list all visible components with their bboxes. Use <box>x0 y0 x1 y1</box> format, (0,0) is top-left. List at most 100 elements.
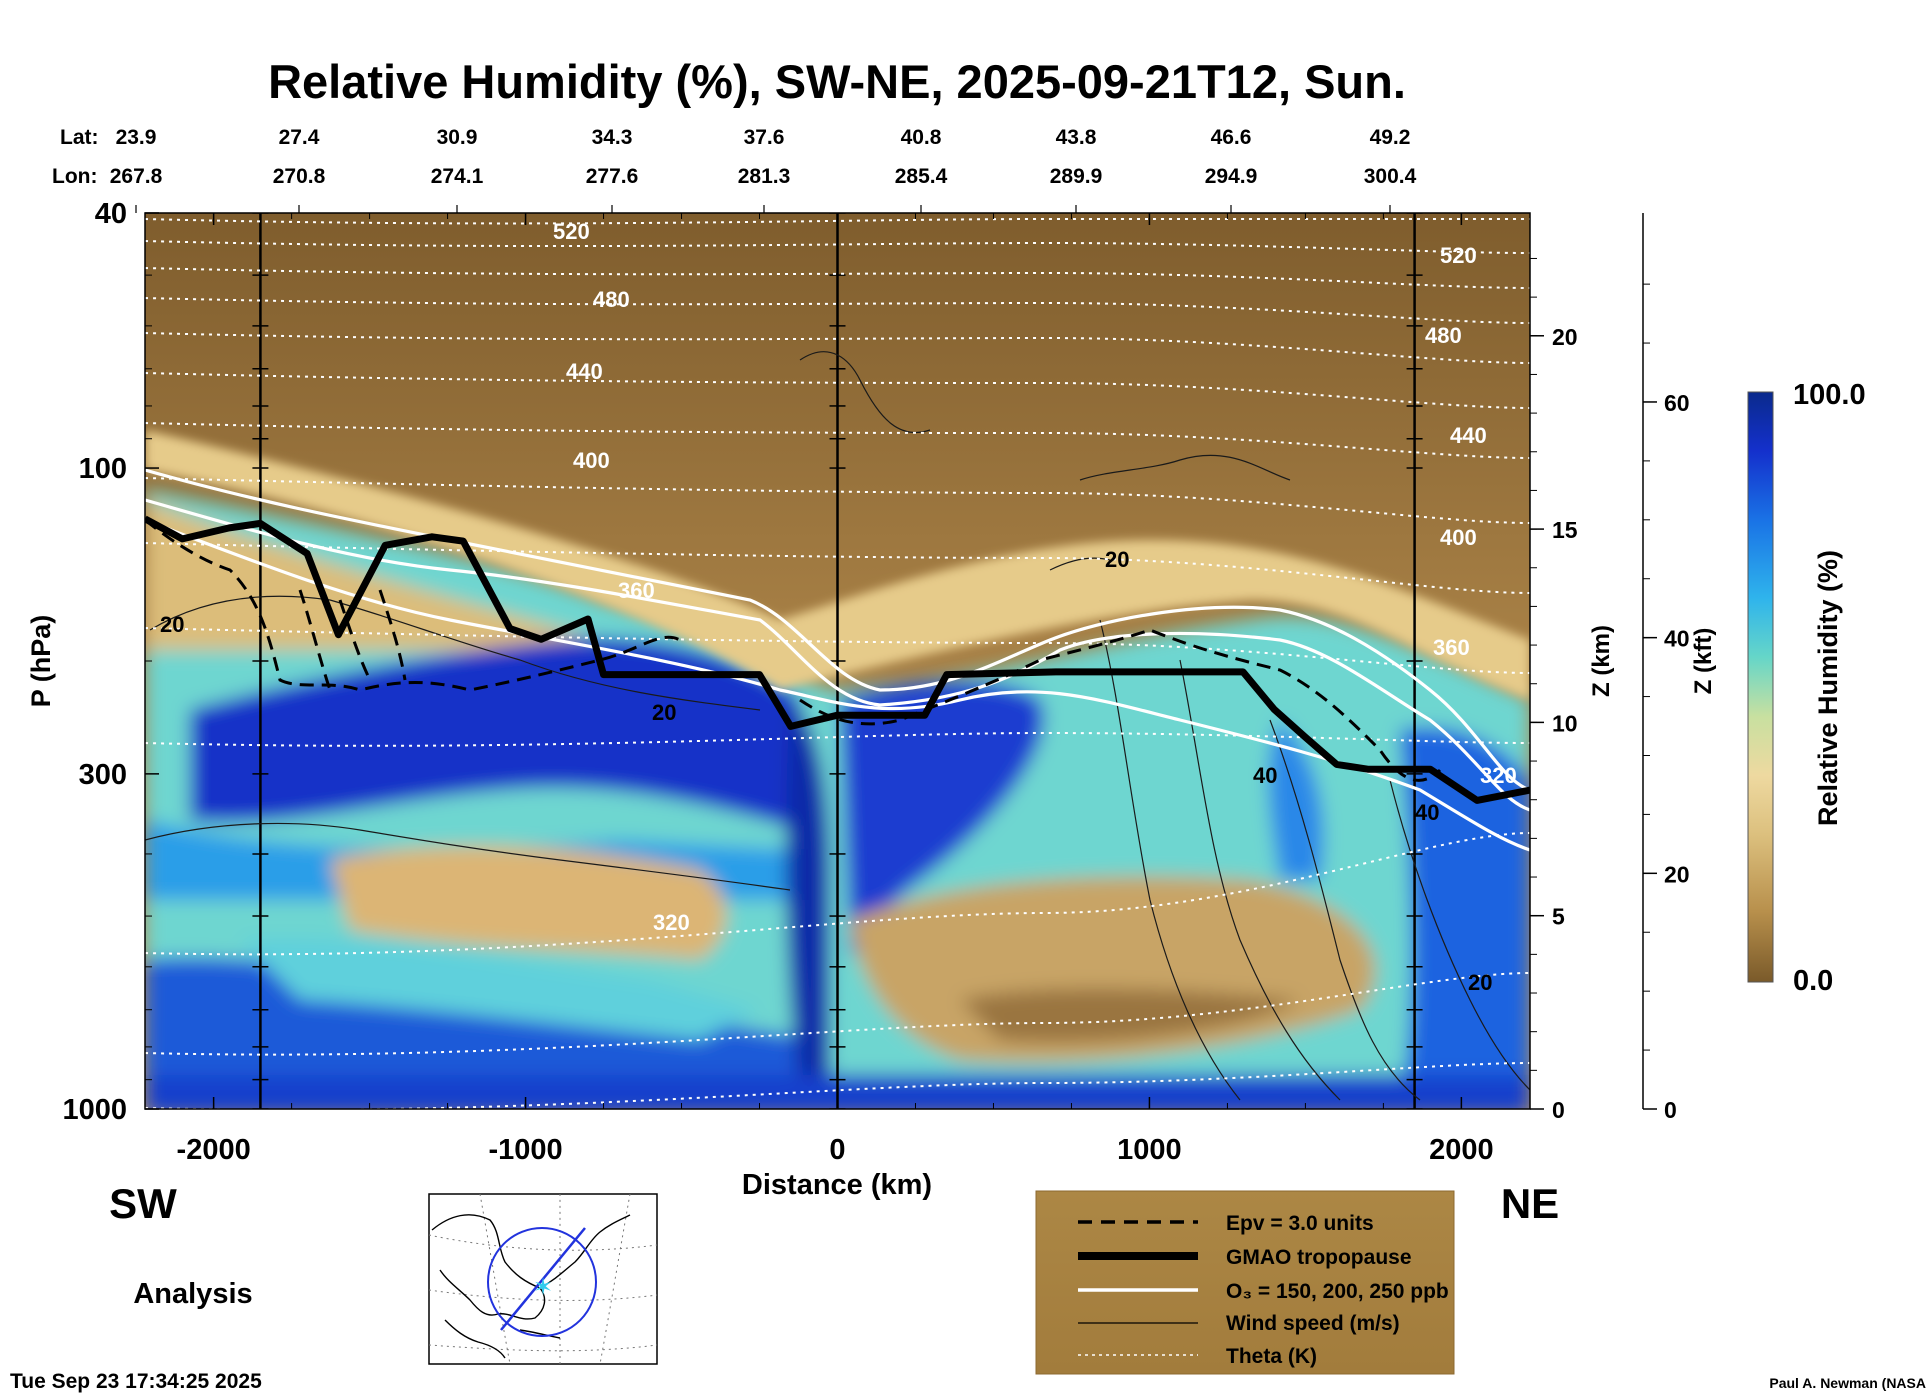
z-kft-axis-label: Z (kft) <box>1690 628 1717 695</box>
wind-label: 40 <box>1415 800 1439 825</box>
dark-blue-band-left <box>190 638 800 830</box>
humidity-field: 520 480 440 400 360 320 520 480 440 400 … <box>145 213 1530 1109</box>
lat-value: 43.8 <box>1056 126 1097 149</box>
z-kft-tick-label: 20 <box>1664 861 1690 887</box>
lon-value: 289.9 <box>1050 165 1103 188</box>
x-tick-label: -2000 <box>177 1134 251 1166</box>
legend-entry-ozone: O₃ = 150, 200, 250 ppb <box>1226 1280 1449 1303</box>
legend: Epv = 3.0 units GMAO tropopause O₃ = 150… <box>1035 1190 1455 1375</box>
lat-value: 40.8 <box>901 126 942 149</box>
inset-center-marker: ✶ <box>533 1273 553 1301</box>
theta-label: 320 <box>1480 763 1517 788</box>
inset-map: ✶ <box>428 1193 658 1365</box>
wind-label: 20 <box>652 700 676 725</box>
z-kft-tick-label: 0 <box>1664 1097 1677 1123</box>
lon-value: 270.8 <box>273 165 326 188</box>
z-km-tick-label: 10 <box>1552 710 1578 736</box>
wind-contour-labels: 20 20 20 40 40 20 <box>160 547 1492 995</box>
inset-coastline <box>431 1214 631 1359</box>
lon-value: 274.1 <box>431 165 484 188</box>
lat-value: 27.4 <box>279 126 320 149</box>
lat-value: 34.3 <box>592 126 633 149</box>
z-km-axis: 0 5 10 15 20 <box>1530 257 1578 1123</box>
theta-contours <box>145 217 1530 1109</box>
theta-label: 360 <box>1433 635 1470 660</box>
legend-entry-tropopause: GMAO tropopause <box>1226 1246 1412 1269</box>
theta-contour-line <box>145 832 1530 956</box>
lat-value: 46.6 <box>1211 126 1252 149</box>
lon-value: 294.9 <box>1205 165 1258 188</box>
x-tick-label: 2000 <box>1429 1134 1494 1166</box>
blue-right-mid <box>1268 720 1324 880</box>
theta-label: 520 <box>553 219 590 244</box>
z-km-tick-label: 15 <box>1552 517 1578 543</box>
dry-core-right <box>960 988 1300 1043</box>
wind-label: 20 <box>160 612 184 637</box>
theta-label: 440 <box>1450 423 1487 448</box>
sw-label: SW <box>109 1180 177 1227</box>
lat-value: 49.2 <box>1370 126 1411 149</box>
lon-value: 281.3 <box>738 165 791 188</box>
theta-contour-line <box>145 627 1530 674</box>
wind-label: 40 <box>1253 763 1277 788</box>
theta-label: 400 <box>1440 525 1477 550</box>
y-axis-label: P (hPa) <box>26 615 56 708</box>
epv-contours <box>145 518 1442 782</box>
z-kft-tick-label: 60 <box>1664 390 1690 416</box>
credit: Paul A. Newman (NASA <box>1769 1375 1926 1391</box>
lon-value: 277.6 <box>586 165 639 188</box>
lon-value: 267.8 <box>110 165 163 188</box>
dark-column <box>785 700 830 1109</box>
lat-value: 37.6 <box>744 126 785 149</box>
theta-contour-line <box>145 477 1530 524</box>
z-kft-axis: 0 20 40 60 <box>1642 213 1690 1123</box>
theta-contour-labels: 520 480 440 400 360 320 520 480 440 400 … <box>553 219 1517 935</box>
colorbar-max: 100.0 <box>1793 379 1866 411</box>
lon-value: 300.4 <box>1364 165 1417 188</box>
legend-entry-wind: Wind speed (m/s) <box>1226 1312 1400 1335</box>
inset-section-line <box>500 1227 586 1331</box>
z-km-axis-label: Z (km) <box>1588 625 1615 697</box>
lon-value: 285.4 <box>895 165 948 188</box>
theta-contour-line <box>145 972 1530 1056</box>
upper-tan-band <box>145 500 640 650</box>
lat-value: 23.9 <box>116 126 157 149</box>
theta-contour-line <box>145 542 1530 594</box>
lat-lon-row: 23.9 27.4 30.9 34.3 37.6 40.8 43.8 46.6 49.2 267.… <box>110 126 1417 213</box>
z-kft-tick-label: 40 <box>1664 626 1690 652</box>
y-tick-label: 100 <box>79 453 127 485</box>
theta-label: 480 <box>593 287 630 312</box>
x-axis-label: Distance (km) <box>742 1169 932 1201</box>
analysis-label: Analysis <box>133 1278 252 1310</box>
z-km-tick-label: 20 <box>1552 324 1578 350</box>
lat-label: Lat: <box>60 126 99 149</box>
x-tick-label: 1000 <box>1117 1134 1182 1166</box>
dark-blue-band-right <box>840 681 1044 960</box>
colorbar-min: 0.0 <box>1793 965 1833 997</box>
wind-label: 20 <box>1105 547 1129 572</box>
cyan-lower-left <box>240 938 760 1040</box>
theta-label: 400 <box>573 448 610 473</box>
ne-label: NE <box>1501 1180 1559 1227</box>
x-axis: -2000 -1000 0 1000 2000 <box>177 213 1494 1166</box>
legend-entry-epv: Epv = 3.0 units <box>1226 1212 1374 1235</box>
y-axis: 40 100 300 1000 <box>62 198 159 1126</box>
colorbar-label: Relative Humidity (%) <box>1813 550 1843 826</box>
x-tick-label: -1000 <box>488 1134 562 1166</box>
theta-label: 480 <box>1425 323 1462 348</box>
y-tick-label: 40 <box>95 198 127 230</box>
chart-title: Relative Humidity (%), SW-NE, 2025-09-21… <box>268 55 1406 108</box>
tan-mid-left <box>330 846 727 960</box>
wind-speed-contours <box>145 351 1530 1101</box>
theta-label: 440 <box>566 359 603 384</box>
theta-contour-line <box>145 1062 1530 1109</box>
z-km-tick-label: 0 <box>1552 1097 1565 1123</box>
inset-range-circle <box>487 1227 597 1337</box>
x-tick-label: 0 <box>829 1134 845 1166</box>
colorbar <box>1747 391 1774 983</box>
gmao-tropopause-line <box>145 515 1530 804</box>
theta-label: 360 <box>618 578 655 603</box>
wind-label: 20 <box>1468 970 1492 995</box>
lat-value: 30.9 <box>437 126 478 149</box>
